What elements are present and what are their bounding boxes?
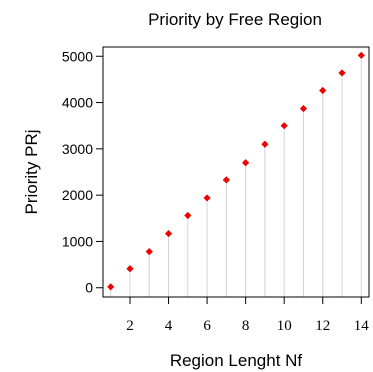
data-point	[164, 229, 173, 238]
chart-title: Priority by Free Region	[148, 10, 322, 29]
data-point	[319, 86, 327, 95]
x-tick-label: 4	[165, 318, 173, 334]
x-tick-label: 2	[126, 318, 134, 334]
x-tick-label: 14	[354, 318, 370, 334]
x-tick-label: 6	[203, 318, 211, 334]
x-tick-label: 10	[277, 318, 292, 334]
y-axis-title: Priority PRj	[22, 129, 41, 214]
data-point	[299, 104, 308, 113]
y-tick-label: 4000	[62, 95, 93, 111]
data-point	[203, 194, 211, 202]
y-tick-label: 1000	[62, 233, 93, 249]
y-axis: 0 1000 2000 3000 4000 5000	[62, 48, 103, 296]
data-point	[222, 176, 230, 184]
data-point	[145, 248, 153, 256]
data-point	[261, 140, 269, 148]
data-point	[126, 265, 134, 273]
data-point	[242, 159, 250, 167]
data-point	[184, 211, 192, 220]
x-axis: 2 4 6 8 10 12 14	[126, 297, 369, 334]
data-point	[357, 51, 365, 59]
y-tick-label: 3000	[62, 141, 93, 157]
x-axis-title: Region Lenght Nf	[170, 351, 303, 370]
y-tick-label: 5000	[62, 48, 93, 64]
x-tick-label: 8	[242, 318, 250, 334]
data-point	[107, 283, 115, 291]
data-point	[280, 122, 288, 130]
x-tick-label: 12	[315, 318, 330, 334]
data-point	[338, 69, 346, 77]
data-points	[107, 51, 365, 291]
plot-frame	[102, 46, 370, 298]
drop-lines	[110, 55, 362, 297]
y-tick-label: 2000	[62, 187, 93, 203]
y-tick-label: 0	[85, 280, 93, 296]
